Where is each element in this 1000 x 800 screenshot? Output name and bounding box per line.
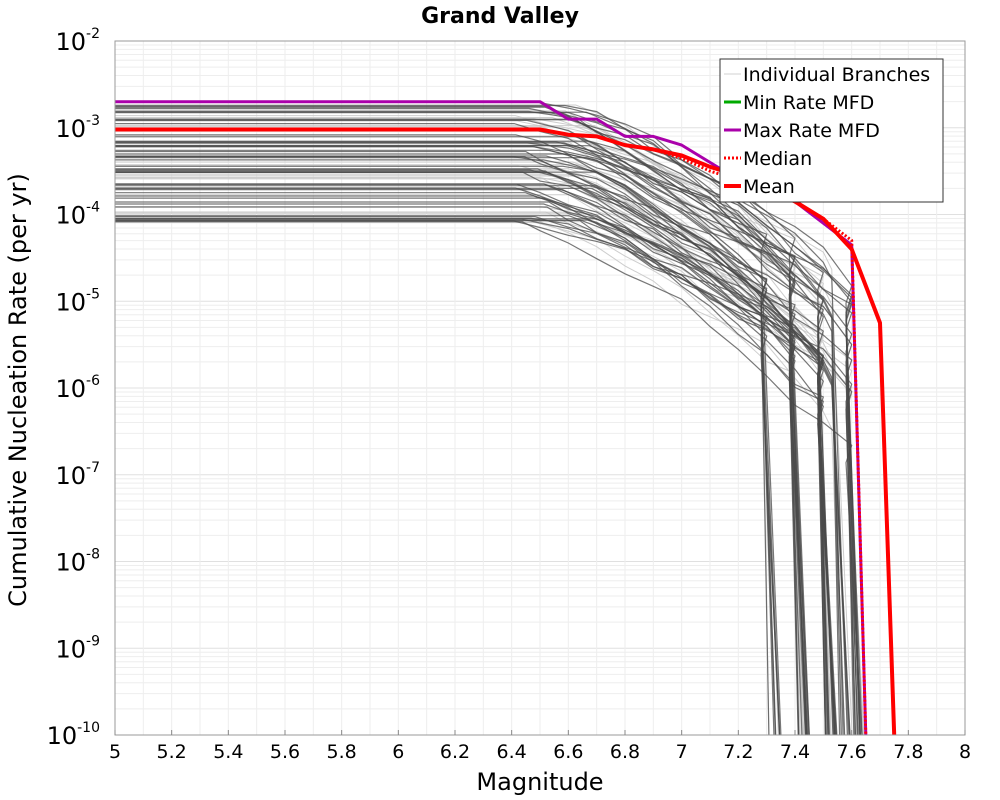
x-tick-label: 7.4 bbox=[780, 741, 810, 763]
branch-line bbox=[115, 171, 850, 735]
branch-line bbox=[115, 201, 781, 735]
x-tick-label: 6.4 bbox=[497, 741, 527, 763]
x-tick-label: 5.2 bbox=[157, 741, 187, 763]
y-tick-base: 10 bbox=[55, 28, 86, 56]
branch-line bbox=[115, 165, 865, 735]
x-tick-label: 7.8 bbox=[893, 741, 923, 763]
y-tick-exponent: -3 bbox=[86, 113, 100, 129]
branch-line bbox=[115, 104, 834, 735]
legend-label: Individual Branches bbox=[743, 64, 930, 86]
x-tick-label: 7.6 bbox=[837, 741, 867, 763]
x-tick-label: 5.6 bbox=[270, 741, 300, 763]
y-tick-base: 10 bbox=[55, 635, 86, 663]
branch-line bbox=[115, 141, 829, 735]
branch-line bbox=[115, 146, 861, 735]
y-tick-exponent: -2 bbox=[86, 26, 100, 42]
y-tick-label: 10-9 bbox=[55, 633, 100, 663]
x-axis-label: Magnitude bbox=[476, 768, 603, 796]
branch-line bbox=[115, 144, 782, 735]
series-max-rate-mfd bbox=[115, 100, 868, 735]
branch-line bbox=[115, 220, 836, 735]
series-median bbox=[115, 128, 868, 735]
y-tick-label: 10-7 bbox=[55, 460, 100, 490]
branch-line bbox=[115, 222, 805, 735]
y-tick-exponent: -9 bbox=[86, 633, 100, 649]
y-tick-label: 10-5 bbox=[55, 286, 100, 316]
x-tick-label: 6.8 bbox=[610, 741, 640, 763]
y-tick-base: 10 bbox=[47, 722, 78, 750]
chart-title: Grand Valley bbox=[421, 4, 579, 29]
x-tick-label: 7 bbox=[676, 741, 688, 763]
y-tick-base: 10 bbox=[55, 549, 86, 577]
y-tick-exponent: -10 bbox=[77, 720, 100, 736]
branch-line bbox=[115, 101, 848, 735]
branch-line bbox=[115, 145, 860, 735]
x-tick-label: 5 bbox=[109, 741, 121, 763]
y-tick-exponent: -6 bbox=[86, 373, 100, 389]
x-tick-label: 6.6 bbox=[553, 741, 583, 763]
y-tick-base: 10 bbox=[55, 375, 86, 403]
y-tick-label: 10-3 bbox=[55, 113, 100, 143]
branch-line bbox=[115, 169, 808, 735]
y-axis-label: Cumulative Nucleation Rate (per yr) bbox=[4, 173, 32, 607]
legend-label: Mean bbox=[743, 176, 795, 198]
y-tick-label: 10-2 bbox=[55, 26, 100, 56]
x-tick-label: 6 bbox=[392, 741, 404, 763]
y-tick-label: 10-6 bbox=[55, 373, 100, 403]
x-tick-label: 6.2 bbox=[440, 741, 470, 763]
y-tick-exponent: -4 bbox=[86, 200, 100, 216]
x-tick-label: 5.8 bbox=[327, 741, 357, 763]
summary-series bbox=[115, 100, 897, 735]
branch-line bbox=[115, 157, 863, 735]
legend-label: Min Rate MFD bbox=[743, 92, 874, 114]
branch-line bbox=[115, 192, 857, 735]
branch-line bbox=[115, 215, 851, 735]
y-tick-label: 10-8 bbox=[55, 547, 100, 577]
y-tick-label: 10-4 bbox=[55, 200, 100, 230]
y-tick-base: 10 bbox=[55, 115, 86, 143]
x-axis-ticks: 5 5.2 5.4 5.6 5.8 6 6.2 6.4 6.6 6.8 7 7.2 7.4 7.6 7.8 8 bbox=[109, 730, 971, 763]
y-tick-base: 10 bbox=[55, 202, 86, 230]
x-tick-label: 7.2 bbox=[723, 741, 753, 763]
individual-branches bbox=[115, 101, 865, 735]
branch-line bbox=[115, 123, 800, 735]
legend-label: Median bbox=[743, 148, 812, 170]
x-tick-label: 5.4 bbox=[213, 741, 243, 763]
legend-label: Max Rate MFD bbox=[743, 120, 880, 142]
branch-line bbox=[115, 110, 807, 735]
legend-box bbox=[719, 58, 944, 203]
y-tick-label: 10-10 bbox=[47, 720, 100, 750]
branch-line bbox=[115, 155, 775, 735]
y-tick-base: 10 bbox=[55, 462, 86, 490]
x-tick-label: 8 bbox=[959, 741, 971, 763]
series-mean bbox=[115, 127, 897, 735]
y-tick-base: 10 bbox=[55, 288, 86, 316]
y-axis-ticks: 10-210-310-410-510-610-710-810-910-10 bbox=[47, 26, 101, 750]
y-tick-exponent: -5 bbox=[86, 286, 100, 302]
branch-line bbox=[115, 153, 827, 735]
y-tick-exponent: -8 bbox=[86, 547, 100, 563]
plot-frame bbox=[114, 40, 966, 736]
legend: Individual Branches Min Rate MFD Max Rate … bbox=[719, 58, 944, 203]
branch-line bbox=[115, 156, 770, 735]
y-tick-exponent: -7 bbox=[86, 460, 100, 476]
branch-line bbox=[115, 125, 831, 735]
branch-line bbox=[115, 221, 863, 735]
branch-line bbox=[115, 189, 846, 735]
branch-line bbox=[115, 106, 844, 735]
